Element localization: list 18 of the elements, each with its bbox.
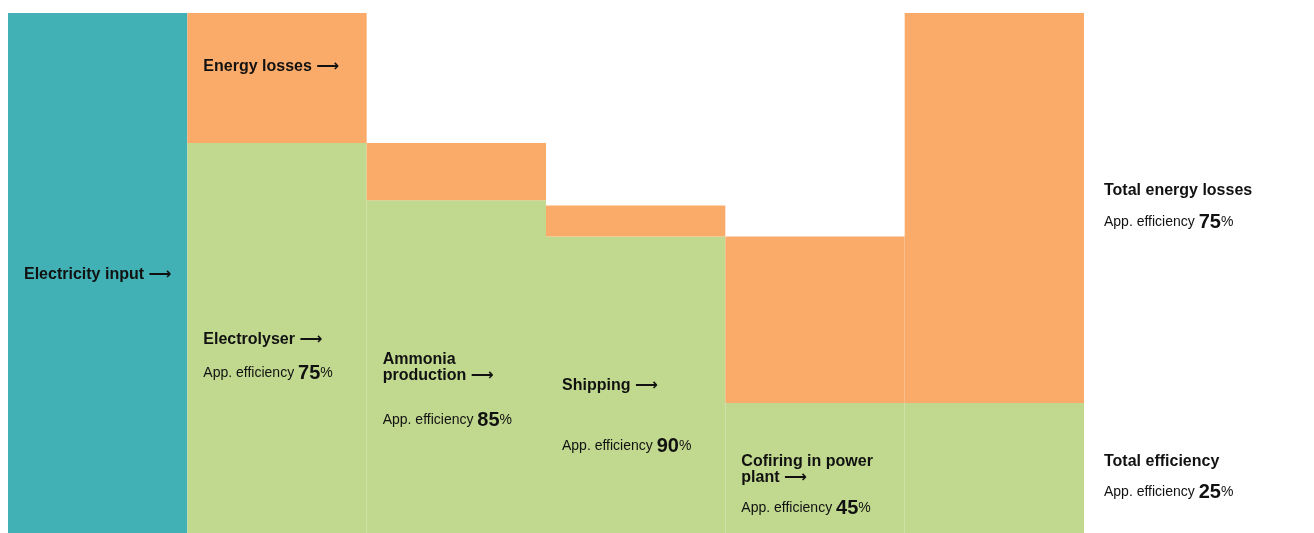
bar [187, 13, 367, 143]
annotation: App. efficiency 85% [382, 407, 513, 430]
text: App. efficiency 75% [1104, 210, 1234, 232]
x-tick-label: Cofiring in power plant ⟶ [741, 451, 878, 485]
bar [546, 205, 726, 237]
text: App. efficiency 25% [1104, 480, 1234, 503]
x-tick-label: Shipping ⟶ [562, 376, 658, 394]
x-tick-label: Ammonia production ⟶ [382, 350, 494, 384]
text: Total efficiency [1104, 451, 1220, 469]
annotation: Energy losses ⟶ [203, 56, 340, 74]
annotation: App. efficiency 90% [562, 433, 692, 456]
annotation: App. efficiency 75% [203, 360, 333, 383]
annotation: App. efficiency 45% [741, 496, 871, 518]
bar [366, 143, 546, 201]
x-tick-label: Electricity input ⟶ [24, 264, 172, 282]
x-tick-label: Electrolyser ⟶ [203, 329, 323, 347]
text: Total energy losses [1104, 181, 1253, 199]
bar [8, 13, 188, 533]
